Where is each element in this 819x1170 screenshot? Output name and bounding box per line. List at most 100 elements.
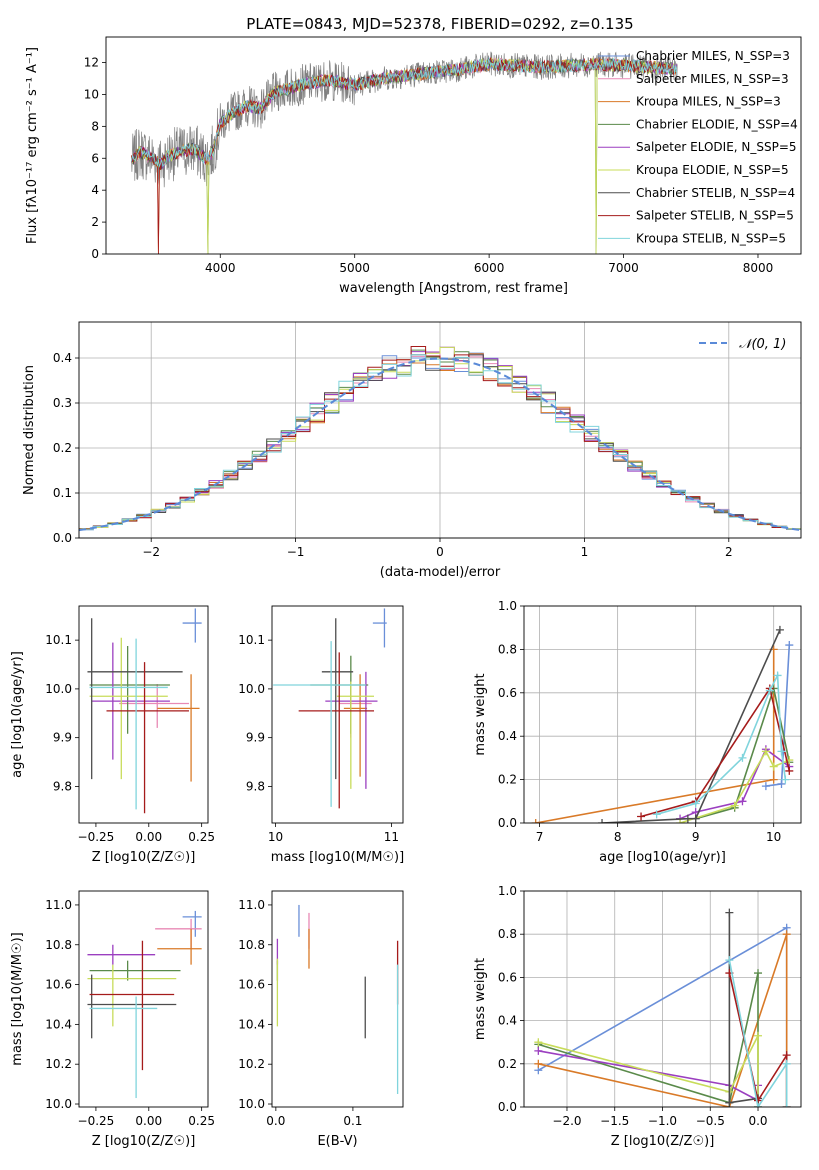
weight-marker xyxy=(754,1103,763,1107)
y-tick-label: 10.0 xyxy=(238,682,265,696)
weight-marker xyxy=(754,969,763,978)
y-tick-label: 4 xyxy=(91,183,99,197)
y-tick-label: 11.0 xyxy=(238,898,265,912)
y-tick-label: 9.8 xyxy=(246,779,265,793)
axes-frame xyxy=(105,36,802,255)
plot-area xyxy=(534,908,791,1107)
mass-vs-ebv-panel: 0.0 0.1 10.0 10.2 10.4 10.6 10.8 11.0 E(B-V) xyxy=(238,890,404,1149)
y-axis-label: mass weight xyxy=(473,958,488,1040)
x-axis-label: Z [log10(Z/Z☉)] xyxy=(92,1134,196,1149)
legend-label: Kroupa MILES, N_SSP=3 xyxy=(636,95,781,109)
x-tick-label: 7 xyxy=(536,830,544,844)
y-tick-label: 0.0 xyxy=(498,816,517,830)
y-tick-label: 9.8 xyxy=(53,779,72,793)
x-tick-label: 4000 xyxy=(205,261,236,275)
y-tick-label: 9.9 xyxy=(53,731,72,745)
x-tick-label: −0.25 xyxy=(78,830,115,844)
mass-weight-vs-metallicity-panel: −2.0 −1.5 −1.0 −0.5 0.0 0.0 0.2 0.4 0.6 0.8 1.0 Z [… xyxy=(473,884,802,1149)
axes-frame xyxy=(523,605,802,824)
y-tick-label: 8 xyxy=(91,119,99,133)
weight-marker xyxy=(777,747,786,756)
x-tick-label: 11 xyxy=(384,830,399,844)
weight-line xyxy=(695,685,791,820)
model-spectrum-line xyxy=(131,57,678,168)
weight-marker xyxy=(777,779,786,788)
y-tick-label: 0.2 xyxy=(53,441,72,455)
x-axis-label: mass [log10(M/M☉)] xyxy=(271,850,404,865)
weight-line xyxy=(728,959,788,1107)
x-tick-label: 7000 xyxy=(608,261,639,275)
axes-frame xyxy=(523,890,802,1108)
weight-marker xyxy=(637,812,646,821)
x-tick-label: 0.00 xyxy=(135,1114,162,1128)
y-tick-label: 0.2 xyxy=(498,1057,517,1071)
axes-frame xyxy=(78,890,209,1108)
y-tick-label: 10.1 xyxy=(45,633,72,647)
weight-marker xyxy=(781,775,790,784)
y-tick-label: 0.6 xyxy=(498,686,517,700)
weight-marker xyxy=(785,766,794,775)
weight-marker xyxy=(725,908,734,917)
y-tick-label: 1.0 xyxy=(498,884,517,898)
axes-frame xyxy=(271,605,404,824)
figure-title: PLATE=0843, MJD=52378, FIBERID=0292, z=0… xyxy=(246,15,633,33)
plot-area xyxy=(531,625,794,823)
axes-frame xyxy=(78,321,802,539)
x-axis-label: wavelength [Angstrom, rest frame] xyxy=(339,281,568,296)
weight-marker xyxy=(782,1059,791,1068)
y-tick-label: 10.6 xyxy=(45,978,72,992)
age-vs-metallicity-panel: −0.25 0.00 0.25 9.8 9.9 10.0 10.1 Z [log10(Z/Z☉… xyxy=(10,605,215,865)
weight-marker xyxy=(738,797,747,806)
y-tick-label: 9.9 xyxy=(246,731,265,745)
y-tick-label: 10.1 xyxy=(238,633,265,647)
weight-marker xyxy=(730,801,739,810)
weight-marker xyxy=(773,671,782,680)
x-tick-label: 0.00 xyxy=(135,830,162,844)
y-tick-label: 0.3 xyxy=(53,396,72,410)
weight-marker xyxy=(765,686,774,695)
x-tick-label: −1.5 xyxy=(600,1114,629,1128)
y-tick-label: 10.4 xyxy=(45,1017,72,1031)
weight-marker xyxy=(683,814,692,823)
axes-frame xyxy=(271,890,404,1108)
weight-marker xyxy=(738,753,747,762)
y-tick-label: 10.2 xyxy=(238,1057,265,1071)
y-tick-label: 0.2 xyxy=(498,773,517,787)
legend-label: Kroupa STELIB, N_SSP=5 xyxy=(636,231,786,245)
weight-marker xyxy=(531,819,540,823)
x-tick-label: 0.0 xyxy=(266,1114,285,1128)
age-vs-mass-panel: 10 11 9.8 9.9 10.0 10.1 mass [log10(M/M☉)] xyxy=(238,605,404,865)
weight-marker xyxy=(785,641,794,650)
legend-label: Chabrier MILES, N_SSP=3 xyxy=(636,49,790,63)
residual-histogram-panel: −2 −1 0 1 2 0.0 0.1 0.2 0.3 0.4 (data-model)/error… xyxy=(22,321,802,580)
y-axis-label: mass weight xyxy=(473,673,488,755)
plot-area xyxy=(273,608,387,809)
x-tick-label: −1 xyxy=(287,545,305,559)
legend-label: Salpeter STELIB, N_SSP=5 xyxy=(636,209,794,223)
x-tick-label: 5000 xyxy=(339,261,370,275)
plot-area xyxy=(87,910,202,1099)
y-axis-label: mass [log10(M/M☉)] xyxy=(10,932,25,1065)
y-axis-label: age [log10(age/yr)] xyxy=(10,651,25,778)
y-tick-label: 0.0 xyxy=(498,1100,517,1114)
x-axis-label: age [log10(age/yr)] xyxy=(599,850,726,865)
x-tick-label: −0.5 xyxy=(696,1114,725,1128)
y-tick-label: 0 xyxy=(91,247,99,261)
x-tick-label: 10 xyxy=(766,830,781,844)
weight-marker xyxy=(598,819,607,823)
x-tick-label: −2 xyxy=(142,545,160,559)
x-tick-label: 8000 xyxy=(743,261,774,275)
weight-marker xyxy=(782,1051,791,1060)
x-tick-label: −2.0 xyxy=(552,1114,581,1128)
x-tick-label: 6000 xyxy=(474,261,505,275)
y-tick-label: 0.1 xyxy=(53,486,72,500)
y-tick-label: 10.0 xyxy=(45,1097,72,1111)
weight-marker xyxy=(691,799,700,808)
x-tick-label: 0 xyxy=(436,545,444,559)
y-tick-label: 0.8 xyxy=(498,642,517,656)
y-tick-label: 10.8 xyxy=(45,938,72,952)
weight-marker xyxy=(754,1031,763,1040)
y-tick-label: 0.0 xyxy=(53,531,72,545)
y-tick-label: 10 xyxy=(84,87,99,101)
